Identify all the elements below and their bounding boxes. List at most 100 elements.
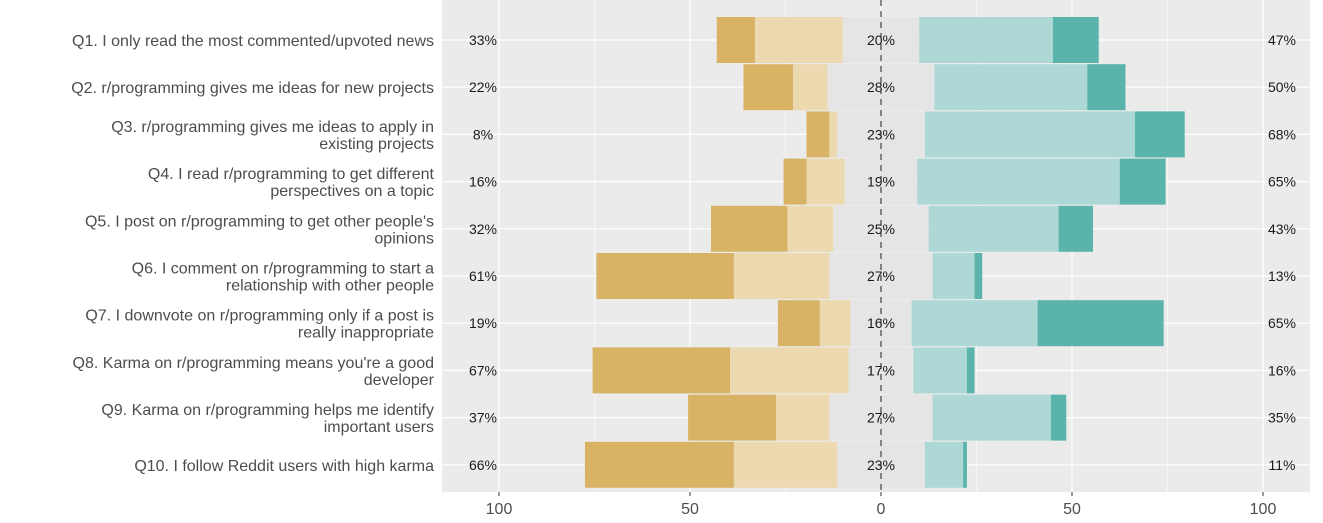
question-row: Q10. I follow Reddit users with high kar… bbox=[134, 441, 1310, 488]
question-label-line: Q7. I downvote on r/programming only if … bbox=[85, 308, 434, 325]
question-label: Q10. I follow Reddit users with high kar… bbox=[134, 458, 434, 475]
x-tick-label: 100 bbox=[1250, 501, 1277, 518]
right-pct-label: 35% bbox=[1268, 410, 1296, 426]
question-label-line: existing projects bbox=[319, 136, 434, 153]
question-label-line: perspectives on a topic bbox=[270, 183, 434, 200]
x-tick-label: 100 bbox=[486, 501, 513, 518]
bar-strong-negative bbox=[716, 17, 755, 63]
bar-strong-positive bbox=[1050, 394, 1067, 441]
question-label-line: Q9. Karma on r/programming helps me iden… bbox=[101, 402, 434, 419]
bar-strong-negative bbox=[743, 64, 794, 111]
question-row: Q1. I only read the most commented/upvot… bbox=[72, 17, 1310, 63]
question-label-line: relationship with other people bbox=[226, 278, 434, 295]
right-pct-label: 65% bbox=[1268, 174, 1296, 190]
bar-positive bbox=[919, 17, 1053, 63]
question-row: Q9. Karma on r/programming helps me iden… bbox=[101, 394, 1310, 441]
right-pct-label: 43% bbox=[1268, 221, 1296, 237]
bar-strong-negative bbox=[584, 441, 734, 488]
neutral-pct-label: 28% bbox=[867, 79, 895, 95]
bar-strong-negative bbox=[806, 111, 830, 158]
left-pct-label: 22% bbox=[469, 79, 497, 95]
bar-negative bbox=[787, 205, 834, 252]
x-tick-label: 50 bbox=[681, 501, 699, 518]
neutral-pct-label: 17% bbox=[867, 362, 895, 378]
bar-strong-positive bbox=[1087, 64, 1126, 111]
right-pct-label: 11% bbox=[1269, 457, 1296, 473]
question-label-line: Q10. I follow Reddit users with high kar… bbox=[134, 458, 434, 475]
bar-strong-negative bbox=[783, 158, 807, 205]
question-label-line: Q2. r/programming gives me ideas for new… bbox=[71, 80, 434, 97]
question-row: Q4. I read r/programming to get differen… bbox=[148, 158, 1310, 205]
left-pct-label: 32% bbox=[469, 221, 497, 237]
bar-positive bbox=[917, 158, 1120, 205]
bar-strong-negative bbox=[777, 300, 820, 347]
bar-positive bbox=[913, 347, 967, 394]
question-label-line: really inappropriate bbox=[298, 325, 434, 342]
bar-negative bbox=[733, 253, 830, 299]
bar-strong-positive bbox=[1135, 111, 1185, 158]
bar-negative bbox=[819, 300, 851, 347]
left-pct-label: 8% bbox=[473, 126, 493, 142]
left-pct-label: 61% bbox=[469, 268, 497, 284]
right-pct-label: 13% bbox=[1268, 268, 1296, 284]
left-pct-label: 66% bbox=[469, 457, 497, 473]
right-pct-label: 65% bbox=[1268, 315, 1296, 331]
right-pct-label: 47% bbox=[1268, 32, 1296, 48]
left-pct-label: 33% bbox=[469, 32, 497, 48]
bar-strong-negative bbox=[688, 394, 776, 441]
bar-strong-negative bbox=[596, 253, 734, 299]
bar-negative bbox=[829, 111, 838, 158]
bar-negative bbox=[754, 17, 843, 63]
question-label-line: Q1. I only read the most commented/upvot… bbox=[72, 33, 434, 50]
bar-negative bbox=[793, 64, 828, 111]
question-label: Q7. I downvote on r/programming only if … bbox=[85, 308, 434, 342]
bar-negative bbox=[733, 441, 838, 488]
right-pct-label: 16% bbox=[1268, 362, 1296, 378]
bar-strong-negative bbox=[711, 205, 788, 252]
neutral-pct-label: 27% bbox=[867, 410, 895, 426]
question-label: Q6. I comment on r/programming to start … bbox=[132, 261, 434, 295]
question-label-line: Q3. r/programming gives me ideas to appl… bbox=[111, 119, 434, 136]
bar-positive bbox=[911, 300, 1038, 347]
question-row: Q7. I downvote on r/programming only if … bbox=[85, 300, 1310, 347]
question-label-line: opinions bbox=[374, 230, 434, 247]
question-row: Q2. r/programming gives me ideas for new… bbox=[71, 64, 1310, 111]
left-pct-label: 37% bbox=[469, 410, 497, 426]
bar-negative bbox=[806, 158, 845, 205]
bar-negative bbox=[775, 394, 830, 441]
x-tick-label: 50 bbox=[1063, 501, 1081, 518]
bar-strong-negative bbox=[592, 347, 731, 394]
right-pct-label: 68% bbox=[1268, 126, 1296, 142]
question-label-line: Q8. Karma on r/programming means you're … bbox=[73, 355, 434, 372]
bar-positive bbox=[934, 64, 1088, 111]
question-label: Q5. I post on r/programming to get other… bbox=[85, 213, 434, 247]
question-label: Q9. Karma on r/programming helps me iden… bbox=[101, 402, 434, 436]
left-pct-label: 67% bbox=[469, 362, 497, 378]
question-label: Q4. I read r/programming to get differen… bbox=[148, 166, 435, 200]
question-label-line: Q5. I post on r/programming to get other… bbox=[85, 213, 434, 230]
question-label: Q8. Karma on r/programming means you're … bbox=[73, 355, 435, 389]
left-pct-label: 16% bbox=[469, 174, 497, 190]
bar-strong-positive bbox=[1037, 300, 1164, 347]
question-label: Q3. r/programming gives me ideas to appl… bbox=[111, 119, 434, 153]
neutral-pct-label: 20% bbox=[867, 32, 895, 48]
question-label-line: Q6. I comment on r/programming to start … bbox=[132, 261, 434, 278]
question-row: Q8. Karma on r/programming means you're … bbox=[73, 347, 1310, 394]
bar-positive bbox=[932, 394, 1051, 441]
question-label-line: important users bbox=[324, 419, 434, 436]
bar-strong-positive bbox=[974, 253, 983, 299]
bar-strong-positive bbox=[1058, 205, 1094, 252]
bar-positive bbox=[924, 441, 964, 488]
right-pct-label: 50% bbox=[1268, 79, 1296, 95]
neutral-pct-label: 25% bbox=[867, 221, 895, 237]
x-tick-label: 0 bbox=[877, 501, 886, 518]
bar-strong-positive bbox=[966, 347, 975, 394]
question-label-line: developer bbox=[364, 372, 435, 389]
question-label-line: Q4. I read r/programming to get differen… bbox=[148, 166, 435, 183]
question-label: Q1. I only read the most commented/upvot… bbox=[72, 33, 434, 50]
bar-strong-positive bbox=[963, 441, 967, 488]
bar-positive bbox=[932, 253, 975, 299]
bar-positive bbox=[928, 205, 1059, 252]
